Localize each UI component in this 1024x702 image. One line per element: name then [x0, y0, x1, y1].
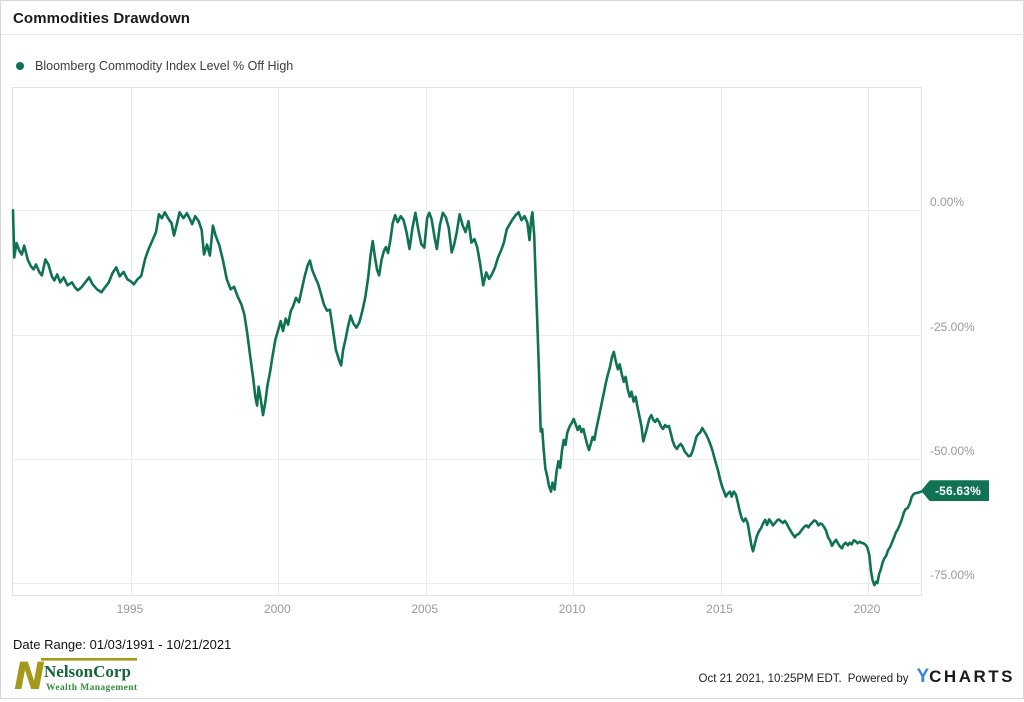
- h-gridline: [13, 583, 921, 585]
- nelsoncorp-logo: N NelsonCorp Wealth Management: [14, 655, 144, 702]
- y-axis-label: -75.00%: [930, 568, 975, 583]
- x-axis-label: 2020: [853, 602, 881, 616]
- last-value-badge: -56.63%: [921, 480, 989, 502]
- y-axis-label: 0.00%: [930, 195, 965, 210]
- title-divider: [1, 34, 1024, 35]
- h-gridline: [13, 458, 921, 460]
- h-gridline: [13, 334, 921, 336]
- footer-attribution: Oct 21 2021, 10:25PM EDT. Powered by YCH…: [699, 666, 1015, 688]
- v-gridline: [278, 88, 280, 595]
- ycharts-logo: YCHARTS: [916, 666, 1015, 688]
- nelsoncorp-tagline: Wealth Management: [46, 683, 138, 693]
- ycharts-wordmark: CHARTS: [929, 667, 1015, 686]
- drawdown-line-series: [11, 209, 923, 587]
- v-gridline: [573, 88, 575, 595]
- ycharts-y-icon: Y: [916, 666, 930, 687]
- plot-area: [11, 87, 923, 596]
- nelsoncorp-logo-image: N NelsonCorp Wealth Management: [14, 655, 138, 698]
- legend: Bloomberg Commodity Index Level % Off Hi…: [16, 59, 293, 73]
- h-gridline: [13, 210, 921, 212]
- nelsoncorp-wordmark: NelsonCorp: [44, 662, 131, 681]
- y-axis-label: -50.00%: [930, 443, 975, 458]
- x-axis-label: 2015: [706, 602, 733, 616]
- page-title: Commodities Drawdown: [13, 10, 191, 27]
- v-gridline: [720, 88, 722, 595]
- v-gridline: [425, 88, 427, 595]
- drawdown-line: [11, 209, 923, 587]
- x-axis-label: 2010: [558, 602, 586, 616]
- powered-by-label: Powered by: [847, 673, 909, 685]
- x-axis-label: 2005: [411, 602, 439, 616]
- x-axis-label: 2000: [263, 602, 291, 616]
- date-range-label: Date Range: 01/03/1991 - 10/21/2021: [13, 637, 232, 652]
- legend-series-dot-icon: [16, 62, 24, 70]
- x-axis-label: 1995: [116, 602, 144, 616]
- legend-series-label: Bloomberg Commodity Index Level % Off Hi…: [35, 59, 294, 73]
- v-gridline: [867, 88, 869, 595]
- nelsoncorp-n-mark-icon: N: [14, 655, 45, 697]
- v-gridline: [130, 88, 132, 595]
- timestamp-label: Oct 21 2021, 10:25PM EDT.: [698, 673, 842, 685]
- y-axis-label: -25.00%: [930, 319, 975, 334]
- nelsoncorp-logo-bar: [41, 658, 137, 661]
